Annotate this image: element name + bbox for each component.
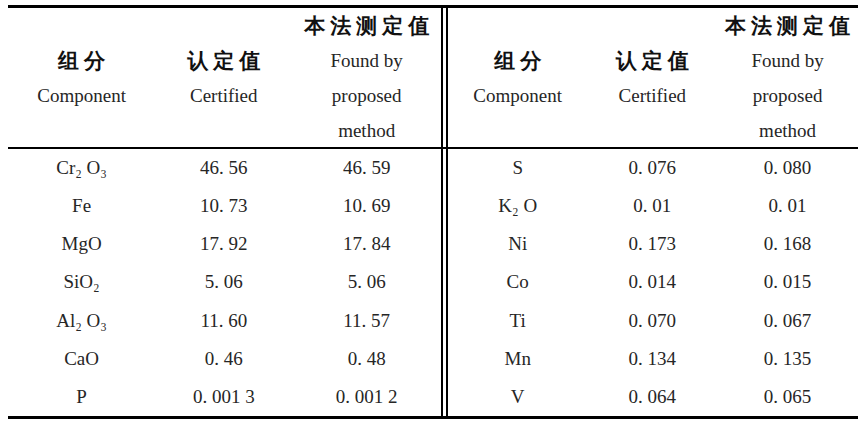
header-found-en-line1: Found by (751, 50, 823, 72)
found-cell: 17. 84 (343, 233, 391, 255)
found-cell: 0. 001 2 (336, 386, 398, 408)
table-row: Al₂ O₃ 11. 60 11. 57 (8, 302, 441, 340)
table-left-body: Cr₂ O₃ 46. 56 46. 59 Fe 10. 73 10. 69 Mg… (8, 149, 441, 416)
table-row: Ni 0. 173 0. 168 (448, 225, 858, 263)
found-cell: 0. 48 (348, 348, 386, 370)
certified-cell: 11. 60 (200, 310, 247, 332)
header-certified-en: Certified (190, 85, 258, 107)
table-row: CaO 0. 46 0. 48 (8, 340, 441, 378)
table-left-header: 组分 Component 认定值 Certified 本法测定值 Found b… (8, 8, 441, 149)
header-found-zh: 本法测定值 (299, 12, 434, 40)
component-cell: Ti (510, 310, 526, 332)
certified-cell: 0. 076 (629, 157, 677, 179)
header-found-en-line2: proposed (332, 85, 402, 107)
component-cell: P (76, 386, 87, 408)
found-cell: 0. 01 (769, 195, 807, 217)
component-cell: Cr₂ O₃ (56, 157, 107, 179)
found-cell: 0. 168 (764, 233, 812, 255)
table-row: P 0. 001 3 0. 001 2 (8, 378, 441, 416)
certified-cell: 0. 46 (205, 348, 243, 370)
table-right-header: 组分 Component 认定值 Certified 本法测定值 Found b… (448, 8, 858, 149)
found-cell: 5. 06 (348, 271, 386, 293)
component-cell: Mn (504, 348, 530, 370)
found-cell: 0. 015 (764, 271, 812, 293)
header-found-en-line3: method (759, 120, 816, 142)
comparison-table: 组分 Component 认定值 Certified 本法测定值 Found b… (8, 5, 858, 419)
header-certified-zh: 认定值 (611, 47, 694, 75)
certified-cell: 0. 014 (629, 271, 677, 293)
header-certified-zh: 认定值 (182, 47, 265, 75)
table-row: Co 0. 014 0. 015 (448, 263, 858, 301)
table-row: S 0. 076 0. 080 (448, 149, 858, 187)
certified-cell: 0. 064 (629, 386, 677, 408)
certified-cell: 0. 070 (629, 310, 677, 332)
component-cell: SiO₂ (64, 271, 100, 293)
found-cell: 0. 080 (764, 157, 812, 179)
certified-cell: 0. 01 (633, 195, 671, 217)
found-cell: 0. 065 (764, 386, 812, 408)
header-found-en-line2: proposed (753, 85, 823, 107)
header-found-column: 本法测定值 Found by proposed method (292, 8, 441, 149)
header-certified-column: 认定值 Certified (155, 8, 292, 149)
certified-cell: 46. 56 (200, 157, 248, 179)
component-cell: Al₂ O₃ (56, 310, 107, 332)
header-found-en-line1: Found by (330, 50, 402, 72)
component-cell: MgO (62, 233, 102, 255)
component-cell: Ni (508, 233, 527, 255)
component-cell: Co (507, 271, 529, 293)
table-row: Mn 0. 134 0. 135 (448, 340, 858, 378)
header-certified-en: Certified (619, 85, 687, 107)
certified-cell: 17. 92 (200, 233, 248, 255)
header-component-column: 组分 Component (8, 8, 155, 149)
header-component-column: 组分 Component (448, 8, 587, 149)
double-rule-divider (441, 8, 448, 416)
component-cell: S (512, 157, 523, 179)
table-row: Ti 0. 070 0. 067 (448, 302, 858, 340)
found-cell: 10. 69 (343, 195, 391, 217)
component-cell: V (511, 386, 525, 408)
header-found-en-line3: method (338, 120, 395, 142)
header-component-en: Component (473, 85, 562, 107)
found-cell: 11. 57 (343, 310, 390, 332)
certified-cell: 5. 06 (205, 271, 243, 293)
table-row: V 0. 064 0. 065 (448, 378, 858, 416)
table-row: Fe 10. 73 10. 69 (8, 187, 441, 225)
header-component-zh: 组分 (53, 47, 110, 75)
table-right-body: S 0. 076 0. 080 K₂ O 0. 01 0. 01 Ni 0. 1… (448, 149, 858, 416)
table-row: SiO₂ 5. 06 5. 06 (8, 263, 441, 301)
component-cell: K₂ O (498, 195, 537, 217)
table-left-panel: 组分 Component 认定值 Certified 本法测定值 Found b… (8, 8, 441, 416)
component-cell: CaO (64, 348, 99, 370)
header-separator-rule (8, 147, 858, 149)
certified-cell: 10. 73 (200, 195, 248, 217)
header-found-column: 本法测定值 Found by proposed method (717, 8, 858, 149)
header-component-zh: 组分 (489, 47, 546, 75)
certified-cell: 0. 173 (629, 233, 677, 255)
header-component-en: Component (37, 85, 126, 107)
found-cell: 46. 59 (343, 157, 391, 179)
component-cell: Fe (72, 195, 91, 217)
found-cell: 0. 135 (764, 348, 812, 370)
certified-cell: 0. 134 (629, 348, 677, 370)
table-row: Cr₂ O₃ 46. 56 46. 59 (8, 149, 441, 187)
header-found-zh: 本法测定值 (720, 12, 855, 40)
table-right-panel: 组分 Component 认定值 Certified 本法测定值 Found b… (448, 8, 858, 416)
certified-cell: 0. 001 3 (193, 386, 255, 408)
header-certified-column: 认定值 Certified (587, 8, 717, 149)
found-cell: 0. 067 (764, 310, 812, 332)
table-row: MgO 17. 92 17. 84 (8, 225, 441, 263)
table-row: K₂ O 0. 01 0. 01 (448, 187, 858, 225)
